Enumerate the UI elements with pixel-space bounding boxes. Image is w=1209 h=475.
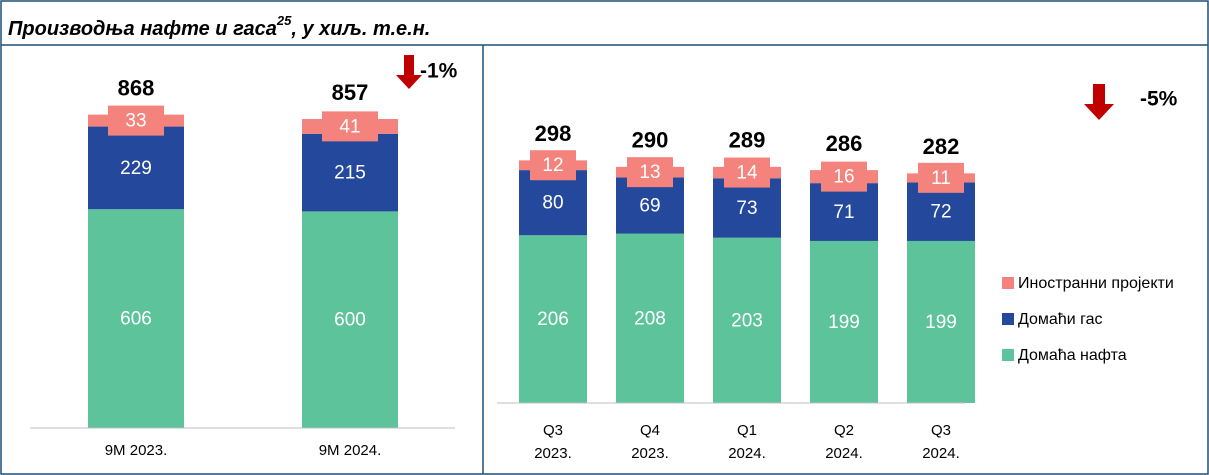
bar-segment <box>88 209 184 428</box>
x-tick-label: 2024. <box>728 445 766 462</box>
label-box <box>724 157 770 188</box>
x-tick-label: 2023. <box>534 445 572 462</box>
label-box <box>627 157 673 188</box>
legend-label: Домаћа нафта <box>1018 347 1127 364</box>
segment-label: 71 <box>833 202 854 223</box>
segment-label: 208 <box>634 308 666 329</box>
segment-label: 69 <box>639 196 660 217</box>
total-label: 289 <box>729 128 766 153</box>
label-box <box>821 161 867 192</box>
segment-label: 206 <box>537 309 569 330</box>
label-box <box>918 162 964 193</box>
annotation: -5% <box>1140 88 1178 111</box>
total-label: 286 <box>826 131 863 156</box>
total-label: 298 <box>535 121 572 146</box>
segment-label: 215 <box>334 163 366 184</box>
segment-label: 73 <box>736 198 757 219</box>
bar-segment <box>810 183 878 241</box>
segment-label: 600 <box>334 310 366 331</box>
x-tick-label: 2024. <box>922 445 960 462</box>
title: Производња нафте и гаса25, у хиљ. т.е.н. <box>8 13 430 40</box>
segment-label: 16 <box>833 167 854 188</box>
legend-label: Домаћи гас <box>1018 311 1102 328</box>
x-tick-label: 2023. <box>631 445 669 462</box>
annotation: -1% <box>420 60 458 83</box>
segment-label: 72 <box>930 202 951 223</box>
total-label: 868 <box>118 75 155 100</box>
segment-label: 14 <box>736 163 758 184</box>
label-box <box>322 111 378 142</box>
total-label: 282 <box>923 134 960 159</box>
x-tick-label: 9M 2024. <box>319 442 382 459</box>
bar-segment <box>519 170 587 236</box>
x-tick-label: 2024. <box>825 445 863 462</box>
legend-swatch <box>1002 277 1014 289</box>
x-tick-label: Q4 <box>640 422 660 439</box>
segment-label: 41 <box>339 116 360 137</box>
total-label: 857 <box>332 80 369 105</box>
bar-segment <box>810 240 878 403</box>
label-box <box>530 150 576 181</box>
x-tick-label: 9M 2023. <box>105 442 168 459</box>
bar-segment <box>907 240 975 403</box>
bar-segment <box>616 233 684 403</box>
x-tick-label: Q1 <box>737 422 757 439</box>
bar-segment <box>713 178 781 238</box>
bar-segment <box>519 235 587 403</box>
title-footnote: 25 <box>276 13 292 28</box>
down-arrow <box>1084 84 1114 120</box>
bar-segment <box>88 126 184 210</box>
legend-label: Иностранни пројекти <box>1018 275 1174 292</box>
segment-label: 229 <box>120 158 152 179</box>
x-tick-label: Q3 <box>931 422 951 439</box>
segment-label: 11 <box>931 168 951 189</box>
segment-label: 199 <box>925 312 957 333</box>
label-box <box>108 105 164 136</box>
segment-label: 80 <box>542 193 563 214</box>
segment-label: 13 <box>639 162 660 183</box>
title-text: , у хиљ. т.е.н. <box>290 18 430 40</box>
title-text: Производња нафте и гаса <box>8 18 277 40</box>
bar-segment <box>713 237 781 403</box>
legend-swatch <box>1002 313 1014 325</box>
down-arrow <box>396 55 422 89</box>
legend-swatch <box>1002 349 1014 361</box>
segment-label: 12 <box>542 155 563 176</box>
bar-segment <box>302 211 398 428</box>
segment-label: 606 <box>120 309 152 330</box>
segment-label: 33 <box>125 111 146 132</box>
total-label: 290 <box>632 128 669 153</box>
segment-label: 203 <box>731 310 763 331</box>
x-tick-label: Q3 <box>543 422 563 439</box>
segment-label: 199 <box>828 312 860 333</box>
bar-segment <box>302 133 398 212</box>
x-tick-label: Q2 <box>834 422 854 439</box>
